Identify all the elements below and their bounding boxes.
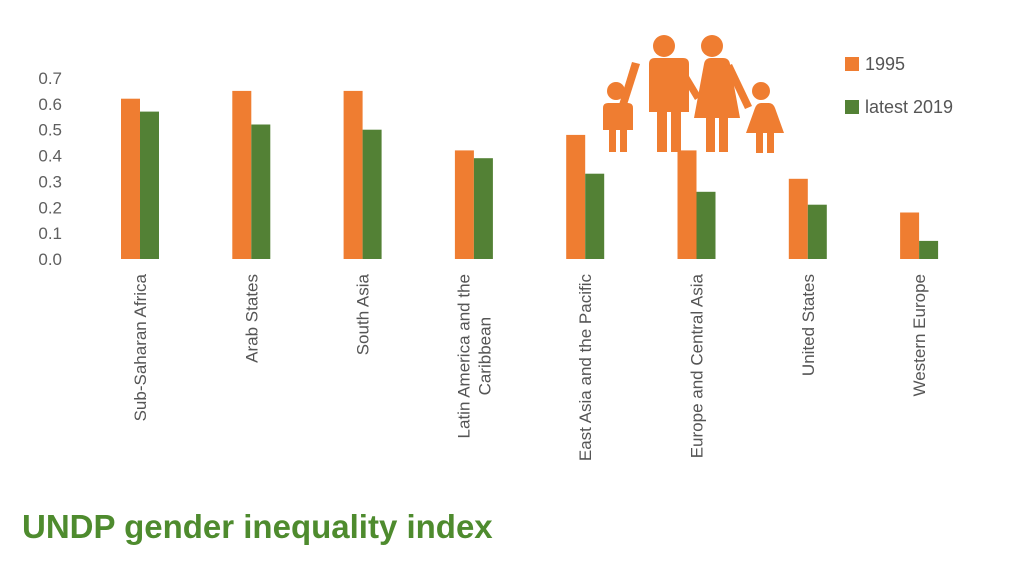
chart-title: UNDP gender inequality index — [22, 508, 493, 545]
bar-1995 — [121, 98, 140, 259]
y-tick-label: 0.6 — [38, 95, 62, 114]
bar-2019 — [585, 173, 605, 259]
x-axis-labels: Sub-Saharan Africa Arab States South Asia L… — [131, 273, 929, 461]
bar-1995 — [454, 150, 474, 259]
bar-1995 — [900, 212, 920, 259]
bar-2019 — [362, 129, 382, 259]
legend-label-1995: 1995 — [865, 54, 905, 74]
legend: 1995 latest 2019 — [845, 54, 953, 117]
y-tick-label: 0.3 — [38, 172, 62, 191]
legend-swatch-2019 — [845, 100, 859, 114]
y-axis: 0.0 0.1 0.2 0.3 0.4 0.5 0.6 0.7 — [38, 69, 62, 269]
bar-1995 — [677, 150, 697, 259]
bar-1995 — [232, 90, 252, 260]
y-tick-label: 0.5 — [38, 121, 62, 140]
family-icon — [603, 35, 784, 153]
x-category-label: United States — [799, 274, 818, 376]
x-category-label: Sub-Saharan Africa — [131, 273, 150, 421]
legend-label-2019: latest 2019 — [865, 97, 953, 117]
bars — [121, 90, 939, 260]
x-category-label: Arab States — [242, 274, 261, 363]
y-tick-label: 0.0 — [38, 250, 62, 269]
bar-2019 — [140, 111, 159, 259]
x-category-label: South Asia — [354, 273, 373, 355]
x-category-label: Western Europe — [910, 274, 929, 397]
legend-swatch-1995 — [845, 57, 859, 71]
x-category-label: East Asia and the Pacific — [576, 274, 595, 462]
x-category-label: Europe and Central Asia — [688, 273, 707, 458]
bar-1995 — [566, 134, 586, 259]
y-tick-label: 0.4 — [38, 147, 62, 166]
x-category-label: Latin America and the Caribbean — [454, 274, 494, 438]
bar-2019 — [473, 158, 493, 259]
bar-2019 — [919, 240, 939, 259]
bar-2019 — [251, 124, 271, 259]
bar-2019 — [807, 204, 827, 259]
bar-1995 — [343, 90, 363, 260]
y-tick-label: 0.1 — [38, 224, 62, 243]
bar-1995 — [788, 178, 808, 259]
bar-2019 — [696, 191, 716, 259]
y-tick-label: 0.7 — [38, 69, 62, 88]
y-tick-label: 0.2 — [38, 198, 62, 217]
